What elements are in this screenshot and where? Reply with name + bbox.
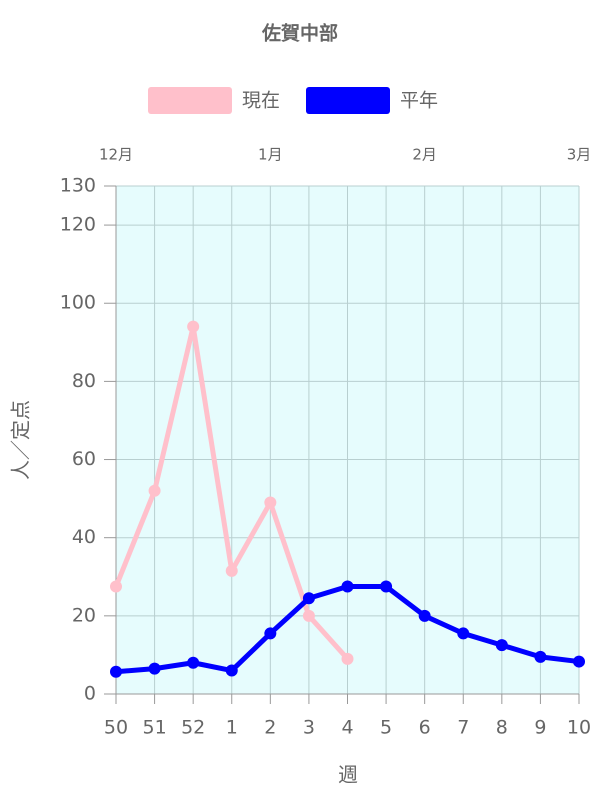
x-tick-label: 6 [419, 717, 431, 739]
data-point [341, 580, 354, 593]
x-tick-label: 10 [567, 717, 591, 739]
legend-swatch [148, 87, 232, 114]
legend-label: 平年 [400, 90, 438, 112]
x-tick-label: 7 [457, 717, 469, 739]
x-tick-label: 9 [534, 717, 546, 739]
data-point [341, 652, 354, 665]
top-axis-label: 3月 [567, 146, 592, 164]
data-point [380, 580, 393, 593]
chart-title: 佐賀中部 [261, 22, 338, 45]
data-point [302, 592, 315, 605]
x-tick-label: 8 [496, 717, 508, 739]
data-point [148, 662, 161, 675]
x-tick-label: 5 [380, 717, 392, 739]
data-point [264, 627, 277, 640]
x-tick-label: 51 [142, 717, 166, 739]
y-tick-label: 80 [72, 370, 96, 392]
data-point [418, 609, 431, 622]
y-tick-label: 120 [60, 214, 96, 236]
y-axis-label: 人／定点 [9, 400, 33, 480]
y-tick-label: 130 [60, 175, 96, 197]
x-tick-label: 1 [226, 717, 238, 739]
x-tick-label: 3 [303, 717, 315, 739]
x-tick-label: 4 [341, 717, 353, 739]
y-tick-label: 40 [72, 526, 96, 548]
data-point [264, 496, 277, 509]
y-tick-label: 0 [84, 683, 96, 705]
data-point [148, 484, 161, 497]
legend-label: 現在 [242, 90, 280, 112]
data-point [495, 639, 508, 652]
data-point [187, 320, 200, 333]
legend-swatch [306, 87, 390, 114]
data-point [457, 627, 470, 640]
data-point [534, 650, 547, 663]
x-axis-label: 週 [338, 763, 358, 787]
data-point [110, 580, 122, 593]
data-point [225, 664, 238, 677]
data-point [225, 564, 238, 577]
y-tick-label: 100 [60, 292, 96, 314]
data-point [187, 656, 200, 669]
data-point [110, 665, 122, 678]
y-tick-label: 60 [72, 448, 96, 470]
top-axis-label: 12月 [99, 146, 133, 164]
x-tick-label: 50 [104, 717, 128, 739]
data-point [573, 655, 585, 668]
top-axis-label: 2月 [412, 146, 437, 164]
x-tick-label: 2 [264, 717, 276, 739]
data-point [302, 609, 315, 622]
top-axis-label: 1月 [258, 146, 283, 164]
x-tick-label: 52 [181, 717, 205, 739]
y-tick-label: 20 [72, 604, 96, 626]
